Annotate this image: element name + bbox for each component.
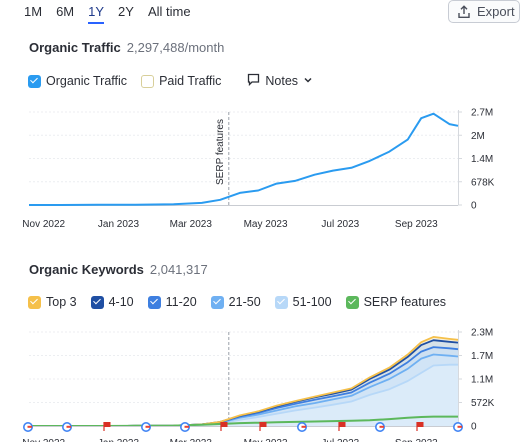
series-line-organic-traffic — [29, 112, 459, 206]
x-tick-label: Jul 2023 — [321, 219, 359, 230]
keywords-legend: Top 3 4-10 11-20 21-50 51-100 SERP featu… — [28, 295, 460, 309]
y-tick-label: 678K — [471, 177, 495, 188]
traffic-value: 2,297,488/month — [126, 40, 225, 55]
annotation-label: SERP features — [215, 119, 226, 185]
x-tick-label: Jan 2023 — [98, 219, 140, 230]
y-tick-label: 1.7M — [471, 351, 493, 362]
legend-label: 51-100 — [292, 295, 332, 309]
google-icon-bar — [66, 425, 71, 428]
legend-label: 21-50 — [228, 295, 261, 309]
y-tick-label: 1.1M — [471, 375, 493, 386]
x-tick-label: Sep 2023 — [395, 438, 438, 442]
range-tab-6m[interactable]: 6M — [56, 4, 75, 19]
traffic-legend: Organic Traffic Paid Traffic Notes — [28, 73, 313, 89]
checkbox-icon — [28, 74, 41, 88]
keywords-chart: 2.3M 1.7M 1.1M 572K 0 Nov 2022 Jan 2023 Mar 202… — [22, 328, 495, 442]
y-tick-label: 2.3M — [471, 328, 493, 339]
y-tick-label: 2.7M — [471, 108, 493, 119]
flag-cloth — [339, 422, 346, 427]
export-button[interactable]: Export — [448, 0, 520, 23]
export-icon — [457, 4, 471, 19]
google-update-icon — [296, 422, 307, 433]
x-tick-label: Jan 2023 — [98, 438, 140, 442]
traffic-chart: 2.7M 2M 1.4M 678K 0 Nov 2022 Jan 2023 Mar 2023 M… — [22, 108, 495, 231]
checkbox-icon — [90, 295, 104, 309]
x-tick-label: Jul 2023 — [321, 438, 359, 442]
google-update-icon — [374, 422, 385, 433]
range-tab-2y[interactable]: 2Y — [118, 4, 134, 19]
legend-label: 11-20 — [165, 295, 197, 309]
range-tab-all-time[interactable]: All time — [147, 4, 191, 19]
legend-11-20[interactable]: 11-20 — [147, 295, 197, 309]
checkbox-icon — [28, 295, 41, 309]
flag-cloth — [260, 422, 267, 427]
range-tab-1m[interactable]: 1M — [24, 4, 43, 19]
x-tick-label: Nov 2022 — [22, 219, 65, 230]
x-tick-label: May 2023 — [244, 438, 288, 442]
legend-serp-features[interactable]: SERP features — [345, 295, 447, 309]
checkbox-icon — [345, 295, 359, 309]
y-tick-label: 2M — [471, 131, 485, 142]
checkbox-icon — [141, 74, 155, 88]
traffic-title: Organic Traffic — [29, 40, 121, 55]
red-flag-icon — [416, 422, 424, 431]
google-icon-bar — [145, 425, 150, 428]
x-tick-label: Nov 2022 — [22, 438, 65, 442]
legend-organic-label: Organic Traffic — [46, 74, 128, 88]
google-update-icon — [22, 422, 33, 433]
keywords-value: 2,041,317 — [149, 262, 208, 277]
y-tick-label: 1.4M — [471, 154, 493, 165]
legend-paid-traffic[interactable]: Paid Traffic — [141, 74, 221, 88]
x-tick-label: May 2023 — [244, 219, 288, 230]
notes-dropdown[interactable]: Notes — [247, 73, 313, 89]
notes-label: Notes — [265, 74, 299, 88]
red-flag-icon — [220, 422, 228, 431]
google-update-icon — [180, 422, 191, 433]
range-tabs: 1M 6M 1Y 2Y All time — [24, 3, 205, 24]
x-tick-label: Sep 2023 — [395, 219, 438, 230]
legend-label: Top 3 — [46, 295, 77, 309]
traffic-title-row: Organic Traffic 2,297,488/month — [29, 40, 224, 55]
google-update-icon — [141, 422, 152, 433]
x-tick-label: Mar 2023 — [170, 219, 213, 230]
flag-cloth — [417, 422, 424, 427]
google-icon-bar — [457, 425, 462, 428]
checkbox-icon — [274, 295, 288, 309]
range-tab-1y[interactable]: 1Y — [88, 3, 105, 24]
legend-label: 4-10 — [108, 295, 134, 309]
google-icon-bar — [27, 425, 32, 428]
legend-21-50[interactable]: 21-50 — [210, 295, 261, 309]
legend-organic-traffic[interactable]: Organic Traffic — [28, 74, 127, 88]
legend-top3[interactable]: Top 3 — [28, 295, 77, 309]
legend-label: SERP features — [363, 295, 447, 309]
flag-cloth — [104, 422, 111, 427]
legend-4-10[interactable]: 4-10 — [90, 295, 134, 309]
google-icon-bar — [184, 425, 189, 428]
y-tick-label: 0 — [471, 201, 477, 212]
keywords-title-row: Organic Keywords 2,041,317 — [29, 262, 208, 277]
red-flag-icon — [338, 422, 346, 431]
y-tick-label: 0 — [471, 422, 477, 433]
legend-51-100[interactable]: 51-100 — [274, 295, 332, 309]
keywords-title: Organic Keywords — [29, 262, 144, 277]
google-update-icon — [61, 422, 72, 433]
chevron-down-icon — [303, 74, 313, 88]
checkbox-icon — [210, 295, 224, 309]
export-label: Export — [477, 4, 515, 19]
y-tick-label: 572K — [471, 398, 495, 409]
x-tick-label: Mar 2023 — [170, 438, 213, 442]
google-icon-bar — [301, 425, 306, 428]
area-51-100 — [29, 364, 458, 426]
google-icon-bar — [379, 425, 384, 428]
red-flag-icon — [259, 422, 267, 431]
red-flag-icon — [103, 422, 111, 431]
flag-cloth — [221, 422, 228, 427]
legend-paid-label: Paid Traffic — [159, 74, 222, 88]
google-update-icon — [452, 422, 463, 433]
checkbox-icon — [147, 295, 161, 309]
notes-icon — [247, 73, 260, 89]
